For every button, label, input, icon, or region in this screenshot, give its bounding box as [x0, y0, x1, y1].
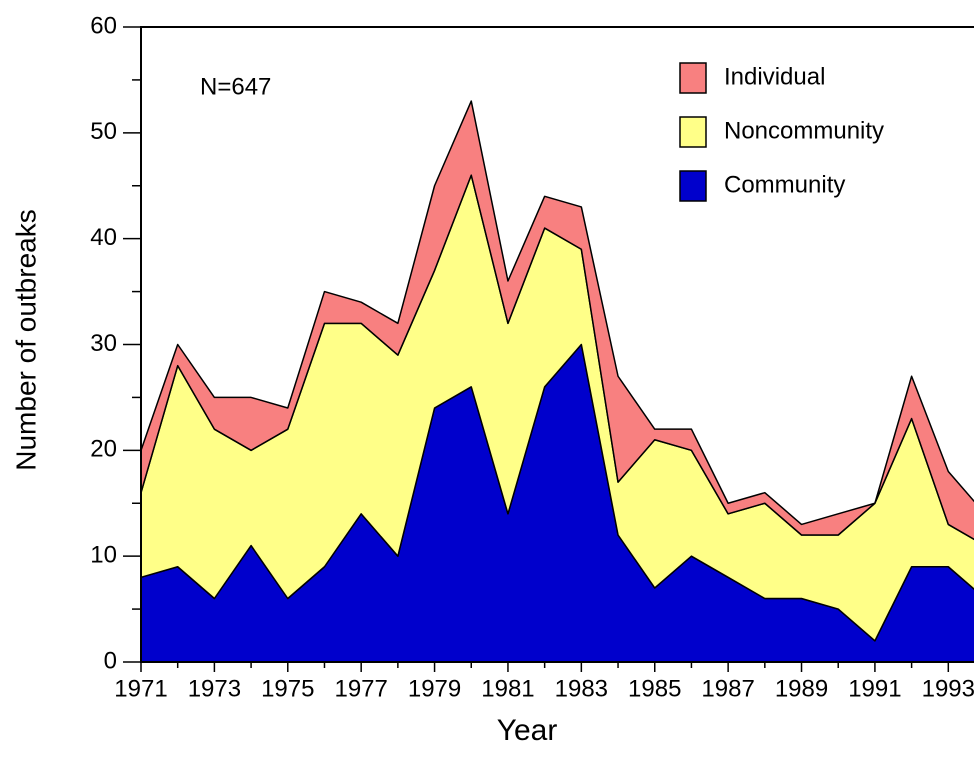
annotation: N=647 — [200, 73, 271, 100]
x-tick-label: 1993 — [922, 675, 974, 702]
x-tick-label: 1977 — [334, 675, 387, 702]
y-tick-label: 20 — [90, 436, 117, 463]
x-tick-label: 1991 — [848, 675, 901, 702]
y-axis-label: Number of outbreaks — [10, 209, 41, 470]
x-tick-label: 1971 — [114, 675, 167, 702]
y-tick-label: 0 — [104, 647, 117, 674]
legend-label: Noncommunity — [724, 117, 884, 144]
x-tick-label: 1973 — [188, 675, 241, 702]
x-axis-label: Year — [497, 714, 558, 747]
x-tick-label: 1979 — [408, 675, 461, 702]
x-tick-label: 1983 — [555, 675, 608, 702]
legend-swatch — [679, 62, 707, 94]
y-tick-label: 30 — [90, 330, 117, 357]
y-tick-label: 40 — [90, 224, 117, 251]
legend-swatch — [679, 170, 707, 202]
x-tick-label: 1989 — [775, 675, 828, 702]
legend-label: Community — [724, 171, 845, 198]
y-tick-label: 60 — [90, 12, 117, 39]
y-tick-label: 10 — [90, 542, 117, 569]
x-tick-label: 1981 — [481, 675, 534, 702]
x-tick-label: 1987 — [701, 675, 754, 702]
legend-swatch — [679, 116, 707, 148]
legend-label: Individual — [724, 63, 825, 90]
x-tick-label: 1985 — [628, 675, 681, 702]
x-tick-label: 1975 — [261, 675, 314, 702]
y-tick-label: 50 — [90, 118, 117, 145]
area — [140, 100, 974, 541]
